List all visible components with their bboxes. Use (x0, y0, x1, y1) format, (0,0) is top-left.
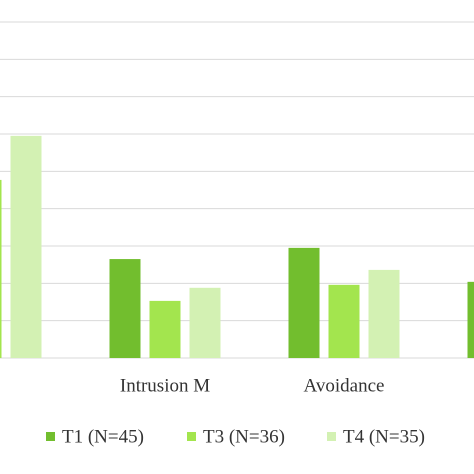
bar (10, 135, 42, 358)
bar (328, 284, 360, 358)
legend-swatch (187, 432, 196, 441)
bar (189, 287, 221, 358)
bar (109, 259, 141, 358)
bar (368, 269, 400, 358)
x-tick-label: Intrusion M (120, 375, 210, 396)
legend-label: T4 (N=35) (343, 426, 425, 447)
bar (149, 300, 181, 358)
legend-label: T3 (N=36) (203, 426, 285, 447)
legend-swatch (327, 432, 336, 441)
bar (0, 179, 2, 358)
bar (467, 281, 474, 358)
x-tick-label: Avoidance (304, 375, 385, 396)
legend-swatch (46, 432, 55, 441)
legend-label: T1 (N=45) (62, 426, 144, 447)
bar (288, 247, 320, 358)
